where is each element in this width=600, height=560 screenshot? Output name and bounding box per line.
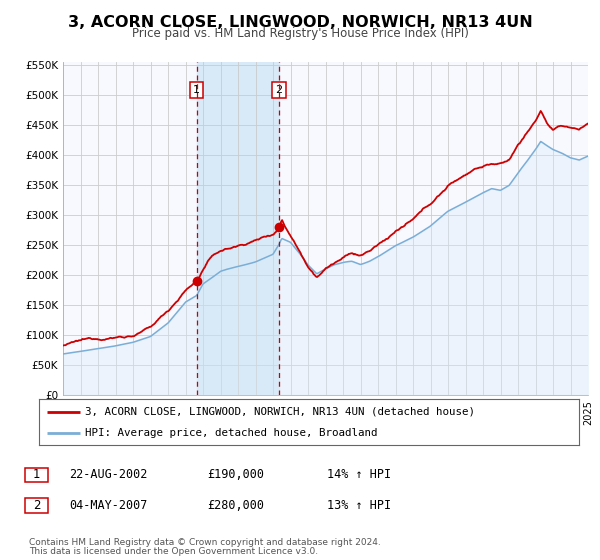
Text: £280,000: £280,000: [207, 499, 264, 512]
Text: 04-MAY-2007: 04-MAY-2007: [69, 499, 148, 512]
Text: 13% ↑ HPI: 13% ↑ HPI: [327, 499, 391, 512]
Text: Price paid vs. HM Land Registry's House Price Index (HPI): Price paid vs. HM Land Registry's House …: [131, 27, 469, 40]
Text: 3, ACORN CLOSE, LINGWOOD, NORWICH, NR13 4UN (detached house): 3, ACORN CLOSE, LINGWOOD, NORWICH, NR13 …: [85, 407, 475, 417]
Text: 1: 1: [193, 85, 200, 95]
Text: 1: 1: [33, 468, 40, 482]
Text: 14% ↑ HPI: 14% ↑ HPI: [327, 468, 391, 482]
Bar: [197, 62, 279, 395]
Text: HPI: Average price, detached house, Broadland: HPI: Average price, detached house, Broa…: [85, 428, 377, 438]
Text: 2: 2: [33, 499, 40, 512]
Text: 3, ACORN CLOSE, LINGWOOD, NORWICH, NR13 4UN: 3, ACORN CLOSE, LINGWOOD, NORWICH, NR13 …: [68, 15, 532, 30]
Text: 22-AUG-2002: 22-AUG-2002: [69, 468, 148, 482]
Text: Contains HM Land Registry data © Crown copyright and database right 2024.: Contains HM Land Registry data © Crown c…: [29, 538, 380, 547]
Text: £190,000: £190,000: [207, 468, 264, 482]
Text: 2: 2: [275, 85, 283, 95]
Text: This data is licensed under the Open Government Licence v3.0.: This data is licensed under the Open Gov…: [29, 547, 318, 556]
